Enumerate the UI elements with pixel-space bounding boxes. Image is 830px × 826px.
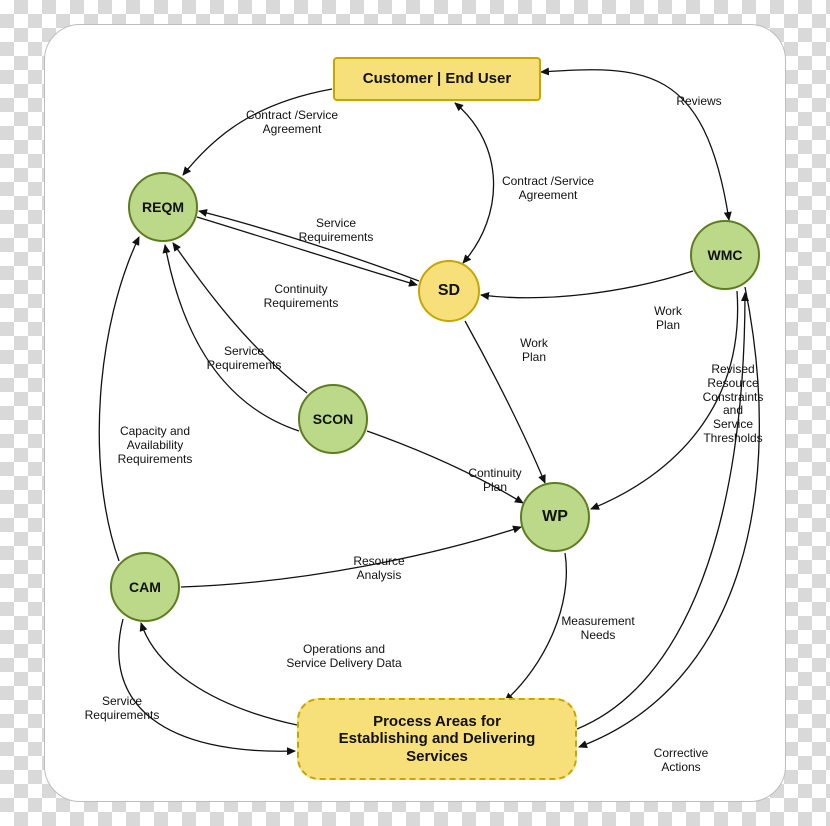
node-processareas: Process Areas for Establishing and Deliv…: [297, 698, 577, 780]
node-label-processareas: Process Areas for Establishing and Deliv…: [339, 713, 536, 765]
edge-scon-wp-contplan: [367, 431, 523, 503]
edge-cam-wp-resanalysis: [181, 527, 521, 587]
edge-customer-contract-reqm: [183, 89, 332, 175]
node-label-sd: SD: [438, 282, 460, 300]
node-label-wp: WP: [542, 508, 568, 526]
edge-customer-contract-sd: [455, 103, 494, 263]
node-scon: SCON: [298, 384, 368, 454]
node-label-customer: Customer | End User: [363, 70, 511, 87]
edge-pa-cam-opsdata: [141, 623, 297, 725]
edge-wp-pa-measneeds: [505, 553, 566, 701]
node-customer: Customer | End User: [333, 57, 541, 101]
node-label-wmc: WMC: [708, 247, 743, 263]
page: ReviewsContract /Service AgreementContra…: [0, 0, 830, 826]
node-wp: WP: [520, 482, 590, 552]
node-sd: SD: [418, 260, 480, 322]
node-label-reqm: REQM: [142, 199, 184, 215]
edge-wmc-wp-revised: [591, 291, 738, 509]
edge-reqm-sd: [197, 217, 417, 285]
node-reqm: REQM: [128, 172, 198, 242]
node-label-scon: SCON: [313, 411, 353, 427]
edge-scon-reqm-contreq: [173, 243, 307, 393]
edge-wmc-sd-workplan: [481, 271, 693, 298]
edge-cam-reqm-capavail: [99, 237, 139, 561]
edge-cam-pa-svcreq: [119, 619, 295, 751]
diagram-panel: ReviewsContract /Service AgreementContra…: [44, 24, 786, 802]
node-label-cam: CAM: [129, 579, 161, 595]
edges-layer: [45, 25, 785, 801]
node-cam: CAM: [110, 552, 180, 622]
node-wmc: WMC: [690, 220, 760, 290]
edge-reviews: [541, 70, 729, 220]
edge-sd-reqm-svcreq: [199, 211, 419, 281]
edge-sd-wp-workplan: [465, 321, 545, 483]
edge-pa-wmc: [577, 293, 745, 729]
edge-scon-reqm-svcreq: [165, 245, 299, 431]
